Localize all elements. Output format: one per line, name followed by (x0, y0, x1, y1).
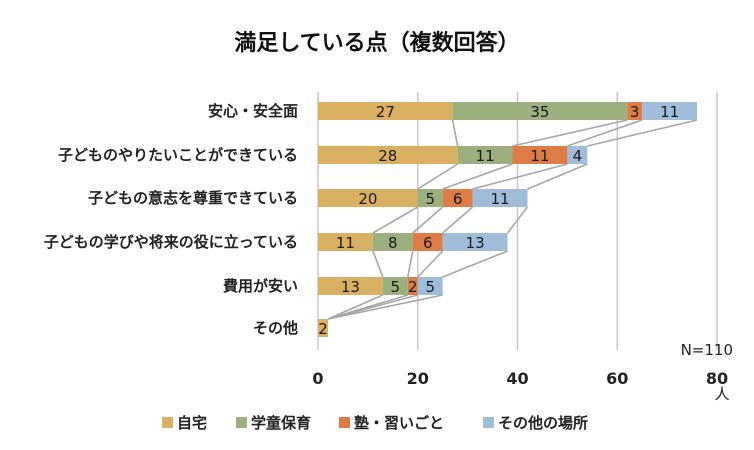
series-line (412, 206, 444, 234)
data-label: 11 (530, 147, 549, 165)
legend-swatch (162, 417, 173, 428)
category-label: 安心・安全面 (208, 102, 298, 120)
series-line (587, 119, 698, 147)
x-tick-label: 80 (706, 369, 728, 388)
sample-size-note: N=110 (681, 341, 733, 359)
data-label: 4 (573, 147, 583, 165)
legend-swatch (236, 417, 247, 428)
bar-segment (642, 102, 698, 120)
bar-segment (417, 189, 443, 207)
data-label: 6 (453, 190, 463, 208)
data-label: 11 (336, 234, 355, 252)
data-label: 13 (466, 234, 485, 252)
data-label: 35 (530, 103, 549, 121)
bar-segment (417, 277, 443, 295)
bar-segment (407, 277, 418, 295)
series-line (527, 163, 588, 190)
data-label: 5 (425, 190, 435, 208)
bar-segment (442, 189, 473, 207)
data-label: 5 (425, 278, 435, 296)
series-line (417, 250, 444, 278)
legend-label: その他の場所 (498, 414, 588, 432)
bar-segment (318, 233, 373, 251)
category-label: 費用が安い (223, 277, 298, 295)
series-line (327, 294, 418, 320)
series-line (512, 119, 628, 147)
data-label: 3 (630, 103, 640, 121)
series-line (406, 250, 414, 278)
legend: 自宅 学童保育 塾・習いごと その他の場所 (162, 414, 588, 432)
series-line (567, 119, 643, 147)
series-line (451, 119, 459, 147)
data-label: 28 (378, 147, 397, 165)
series-line (442, 163, 513, 190)
data-label: 2 (318, 320, 328, 338)
data-label: 27 (376, 103, 395, 121)
data-label: 13 (341, 278, 360, 296)
x-axis-unit: 人 (714, 385, 729, 403)
legend-label: 学童保育 (251, 414, 311, 432)
legend-swatch (339, 417, 350, 428)
bar-segment (412, 233, 443, 251)
series-line (442, 250, 508, 278)
x-tick-label: 0 (312, 369, 323, 388)
series-line (417, 163, 459, 190)
category-label: その他 (253, 319, 298, 337)
category-label: 子どもの意志を尊重できている (88, 189, 298, 207)
bar-segment (318, 319, 328, 337)
data-label: 20 (358, 190, 377, 208)
legend-label: 自宅 (177, 414, 207, 432)
bar-segment (627, 102, 643, 120)
data-label: 11 (476, 147, 495, 165)
data-label: 11 (490, 190, 509, 208)
x-tick-label: 60 (606, 369, 628, 388)
bar-segment (567, 146, 588, 164)
series-line (472, 163, 568, 190)
bar-segment (472, 189, 528, 207)
bar-segment (318, 189, 418, 207)
x-tick-label: 20 (407, 369, 429, 388)
series-line (506, 206, 529, 234)
bar-segment (318, 277, 383, 295)
category-label: 子どものやりたいことができている (58, 146, 298, 164)
category-labels: 安心・安全面子どものやりたいことができている子どもの意志を尊重できている子どもの… (44, 102, 298, 337)
series-line (372, 206, 419, 234)
bar-segment (318, 102, 453, 120)
bar-segment (318, 146, 458, 164)
bar-segment (457, 146, 513, 164)
data-label: 2 (408, 278, 418, 296)
series-line (442, 206, 474, 234)
category-label: 子どもの学びや将来の役に立っている (44, 233, 298, 251)
bar-segment (382, 277, 408, 295)
series-line (327, 294, 443, 320)
series-connector-lines (327, 119, 698, 320)
bars (318, 102, 698, 337)
bar-segment (442, 233, 508, 251)
legend-label: 塾・習いごと (354, 414, 444, 432)
bar-segment (512, 146, 568, 164)
series-line (372, 250, 384, 278)
x-tick-label: 40 (506, 369, 528, 388)
x-axis-ticks: 0 20 40 60 80 (312, 369, 728, 388)
legend-swatch (483, 417, 494, 428)
chart-title: 満足している点（複数回答） (234, 30, 519, 56)
data-label: 6 (423, 234, 433, 252)
series-line (327, 294, 384, 320)
data-label: 8 (388, 234, 398, 252)
bar-segment (372, 233, 413, 251)
data-label: 11 (660, 103, 679, 121)
data-label: 5 (391, 278, 401, 296)
bar-segment (452, 102, 628, 120)
